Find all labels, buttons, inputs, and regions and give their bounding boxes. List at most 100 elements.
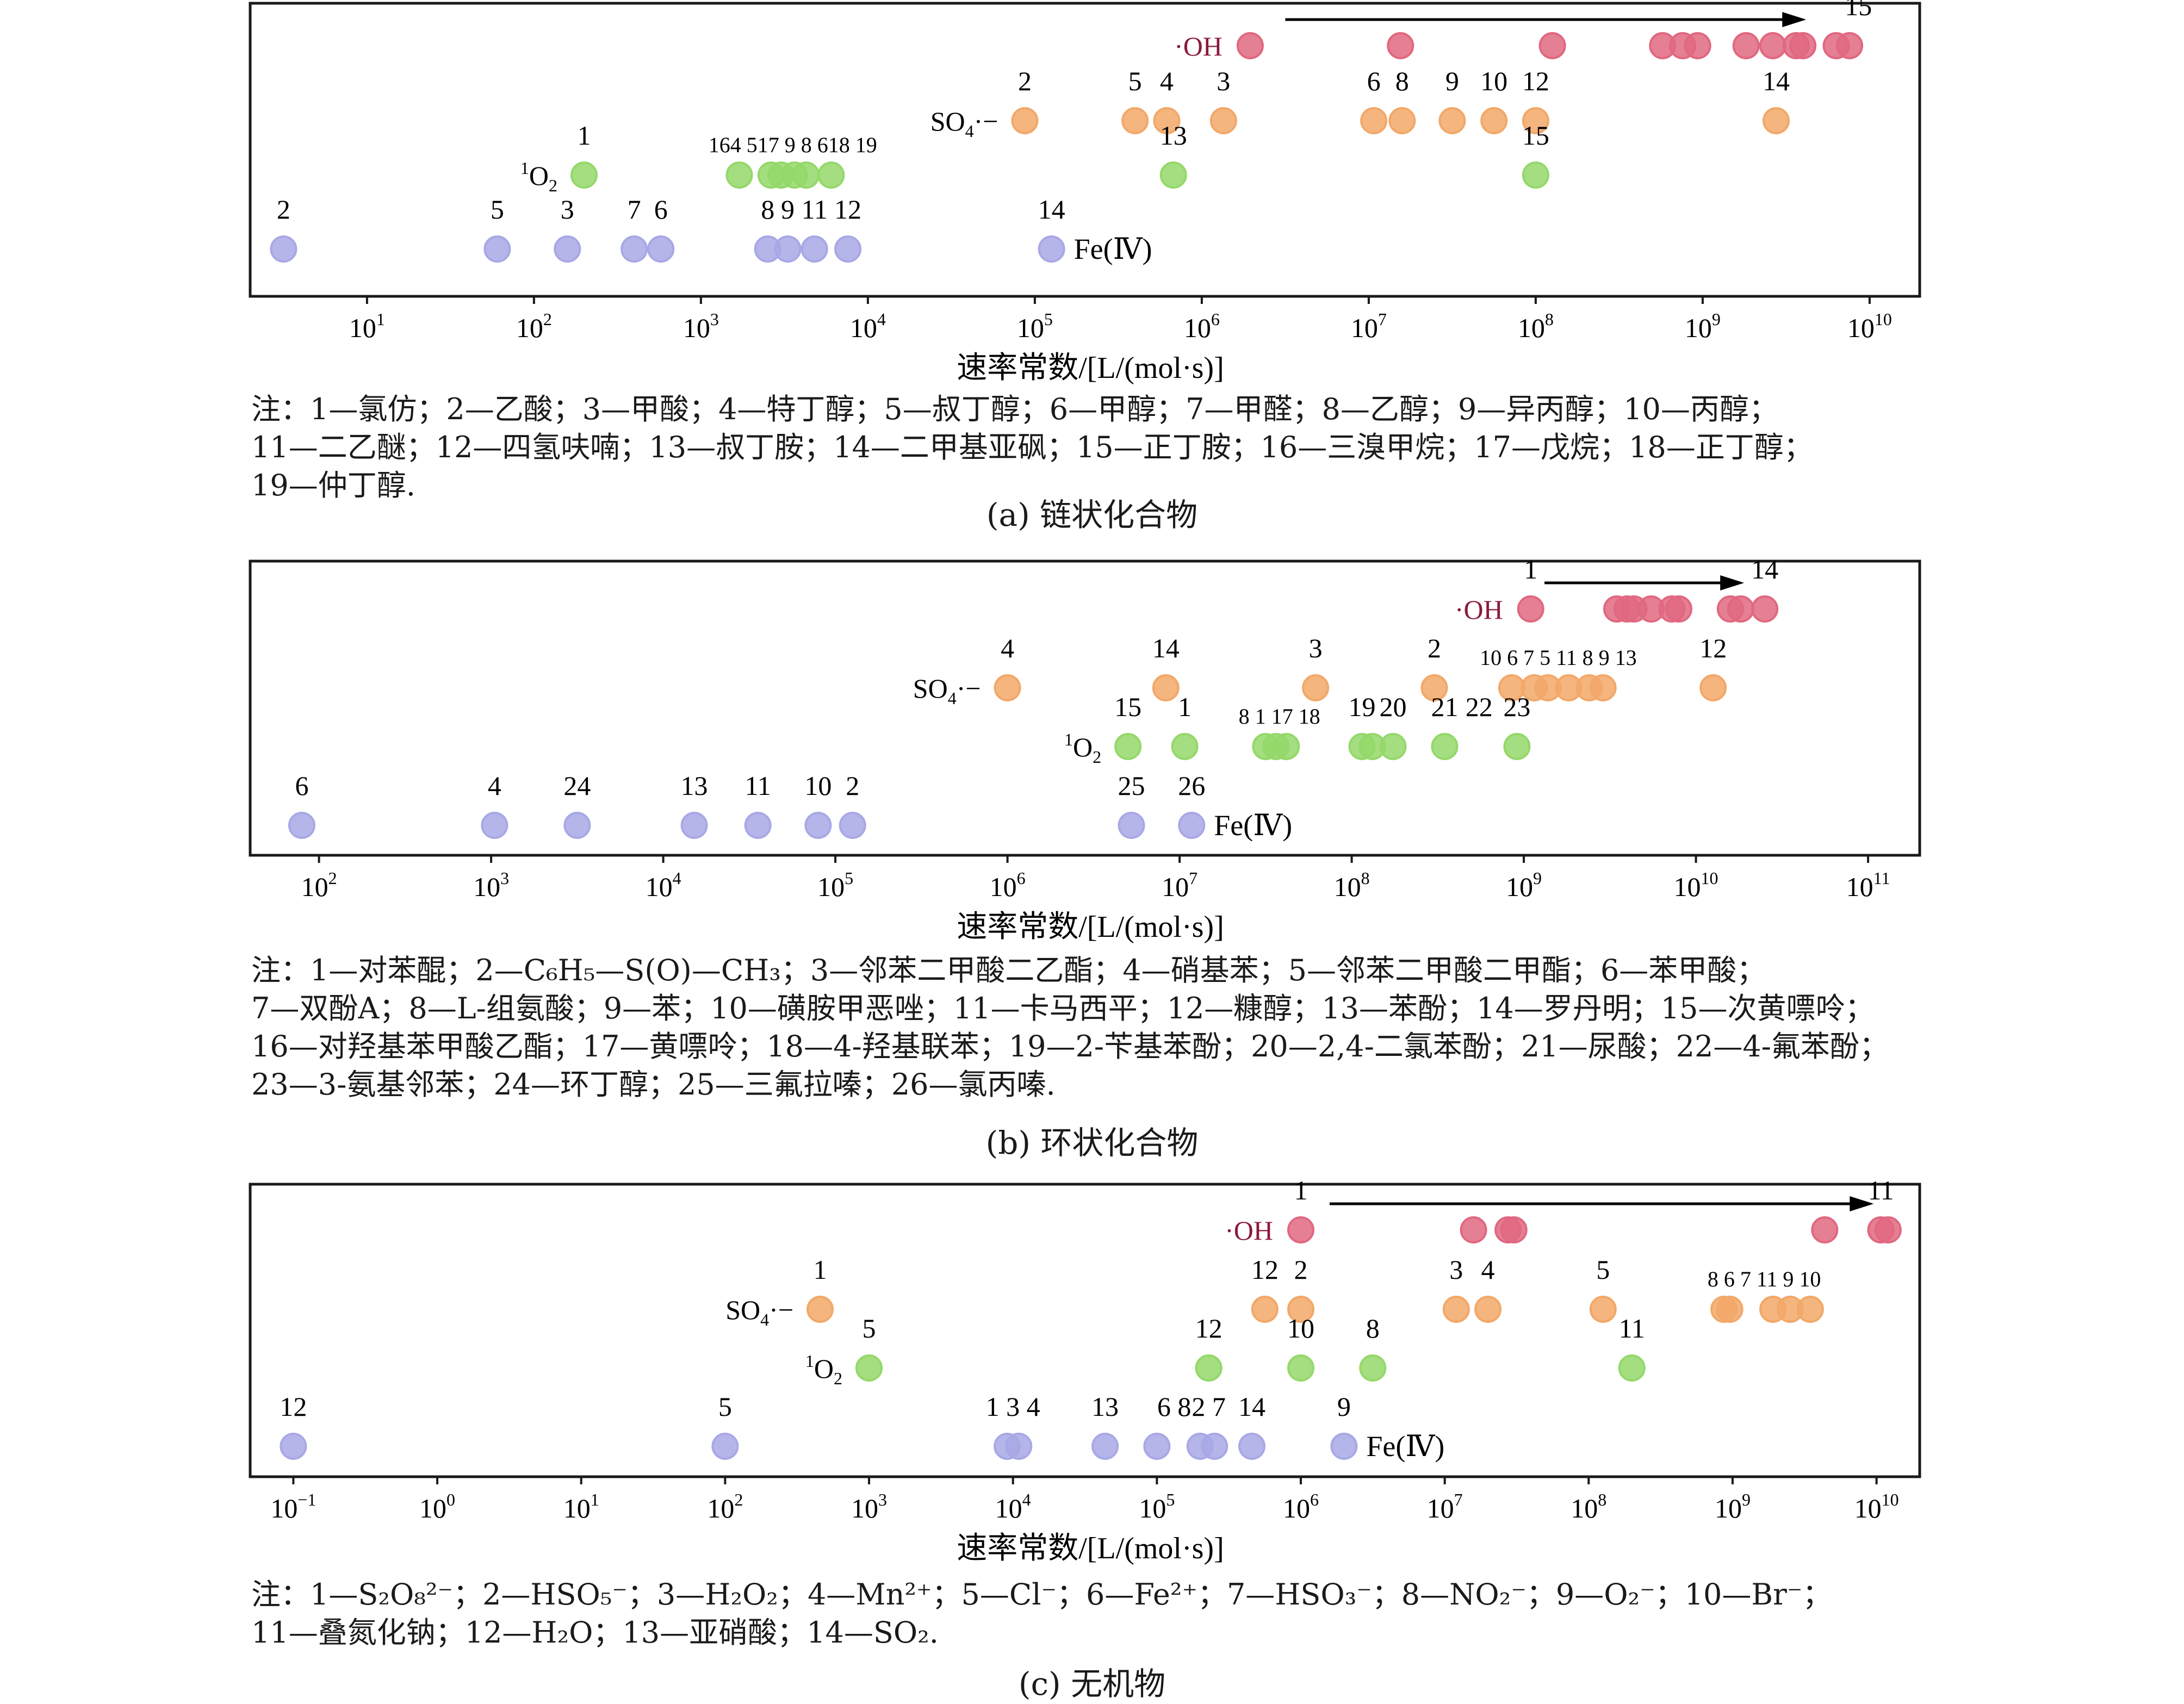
plot-frame xyxy=(249,559,1921,857)
point-label: 5 xyxy=(1596,1254,1610,1285)
point-label: 11 xyxy=(1867,1175,1894,1205)
panel-c-caption: (c) 无机物 xyxy=(1018,1665,1166,1702)
note-line: 注：1—氯仿；2—乙酸；3—甲酸；4—特丁醇；5—叔丁醇；6—甲醇；7—甲醛；8… xyxy=(251,392,1778,426)
point-label: 10 xyxy=(804,770,832,801)
point-label: 14 xyxy=(1751,554,1778,584)
data-point xyxy=(481,812,508,839)
point-label: 2 xyxy=(846,770,859,801)
x-tick-label: 104 xyxy=(995,1490,1031,1523)
x-tick-label: 105 xyxy=(1139,1490,1175,1523)
point-label: 2 xyxy=(1018,66,1032,96)
data-point xyxy=(1359,1354,1387,1382)
x-tick-label: 1010 xyxy=(1847,309,1892,343)
point-label: 19 xyxy=(1349,692,1376,722)
trend-arrow-head xyxy=(1850,1196,1874,1211)
data-point xyxy=(1538,32,1566,59)
x-tick-label: 1011 xyxy=(1846,868,1890,902)
x-tick-label: 101 xyxy=(563,1490,599,1523)
data-point xyxy=(1091,1433,1119,1460)
x-tick-label: 10−1 xyxy=(270,1490,316,1523)
data-point xyxy=(1143,1433,1171,1460)
panel-b-notes: 注：1—对苯醌；2—C₆H₅—S(O)—CH₃；3—邻苯二甲酸二乙酯；4—硝基苯… xyxy=(251,951,1937,1104)
point-label: 9 xyxy=(1445,66,1459,96)
point-label: 1 xyxy=(814,1254,827,1285)
point-label: 9 xyxy=(781,194,795,225)
panel-b-caption: (b) 环状化合物 xyxy=(985,1124,1199,1161)
data-point xyxy=(280,1433,307,1460)
x-tick-label: 105 xyxy=(817,868,853,902)
point-label: 8 6 7 11 9 10 xyxy=(1708,1267,1821,1291)
point-label: 9 xyxy=(1337,1391,1351,1422)
x-tick-label: 102 xyxy=(707,1490,743,1523)
data-point xyxy=(792,161,820,189)
data-point xyxy=(1517,595,1544,623)
data-point xyxy=(1789,32,1817,59)
x-tick-label: 106 xyxy=(1184,309,1220,343)
point-label: 24 xyxy=(563,770,591,801)
data-point xyxy=(1302,674,1330,701)
point-label: 11 xyxy=(802,194,828,225)
data-point xyxy=(1118,812,1145,839)
point-label: 1 3 4 xyxy=(986,1391,1040,1422)
data-point xyxy=(1589,1296,1617,1323)
point-label: 12 xyxy=(280,1391,307,1422)
x-tick-label: 109 xyxy=(1506,868,1542,902)
data-point xyxy=(1665,595,1692,623)
data-point xyxy=(1522,161,1549,189)
data-point xyxy=(270,235,297,263)
data-point xyxy=(1727,595,1754,623)
data-point xyxy=(1503,733,1531,760)
data-point xyxy=(1420,674,1448,701)
point-label: 4 xyxy=(1481,1254,1495,1285)
data-point xyxy=(801,235,828,263)
data-point xyxy=(1209,107,1237,134)
data-point xyxy=(1152,674,1180,701)
data-point xyxy=(1330,1433,1358,1460)
point-label: 14 xyxy=(1238,1391,1265,1422)
series-label-o2: 1O2 xyxy=(805,1351,842,1388)
note-line: 19—仲丁醇. xyxy=(251,468,415,502)
point-label: 1 xyxy=(1294,1175,1307,1205)
x-tick-label: 102 xyxy=(516,309,552,343)
note-line: 11—叠氮化钠；12—H₂O；13—亚硝酸；14—SO₂. xyxy=(251,1615,939,1650)
data-point xyxy=(1038,235,1065,263)
note-line: 11—二乙醚；12—四氢呋喃；13—叔丁胺；14—二甲基亚砜；15—正丁胺；16… xyxy=(251,430,1813,464)
point-label: 8 xyxy=(1366,1313,1380,1344)
x-tick-label: 105 xyxy=(1017,309,1053,343)
point-label: 15 xyxy=(1114,692,1141,722)
x-tick-label: 102 xyxy=(301,868,337,902)
data-point xyxy=(680,812,708,839)
point-label: 4 xyxy=(488,770,501,801)
point-label: 12 xyxy=(1522,66,1549,96)
data-point xyxy=(1438,107,1466,134)
note-line: 16—对羟基苯甲酸乙酯；17—黄嘌呤；18—4-羟基联苯；19—2-苄基苯酚；2… xyxy=(251,1029,1889,1064)
panel-a-caption: (a) 链状化合物 xyxy=(986,496,1198,533)
series-label-oh: ·OH xyxy=(1174,31,1223,61)
point-label: 6 xyxy=(654,194,668,225)
x-tick-label: 106 xyxy=(1283,1490,1319,1523)
data-point xyxy=(1442,1296,1470,1323)
point-label: 4 xyxy=(1160,66,1174,96)
note-line: 23—3-氨基邻苯；24—环丁醇；25—三氟拉嗪；26—氯丙嗪. xyxy=(251,1067,1056,1102)
data-point xyxy=(774,235,802,263)
x-tick-label: 1010 xyxy=(1854,1490,1899,1523)
trend-arrow-head xyxy=(1782,12,1807,27)
data-point xyxy=(1836,32,1864,59)
data-point xyxy=(1236,32,1264,59)
point-label: 13 xyxy=(681,770,708,801)
data-point xyxy=(647,235,675,263)
data-point xyxy=(1618,1354,1646,1382)
x-tick-label: 108 xyxy=(1334,868,1370,902)
point-label: 2 xyxy=(1428,633,1441,663)
point-label: 6 xyxy=(295,770,308,801)
data-point xyxy=(994,674,1021,701)
point-label: 8 1 17 18 xyxy=(1239,704,1320,729)
point-label: 1 xyxy=(1178,692,1192,722)
x-tick-label: 108 xyxy=(1518,309,1554,343)
data-point xyxy=(1500,1216,1528,1243)
data-point xyxy=(1178,812,1206,839)
data-point xyxy=(1201,1433,1228,1460)
point-label: 11 xyxy=(745,770,771,801)
series-label-o2: 1O2 xyxy=(520,158,557,195)
series-label-fe: Fe(Ⅳ) xyxy=(1214,809,1292,842)
